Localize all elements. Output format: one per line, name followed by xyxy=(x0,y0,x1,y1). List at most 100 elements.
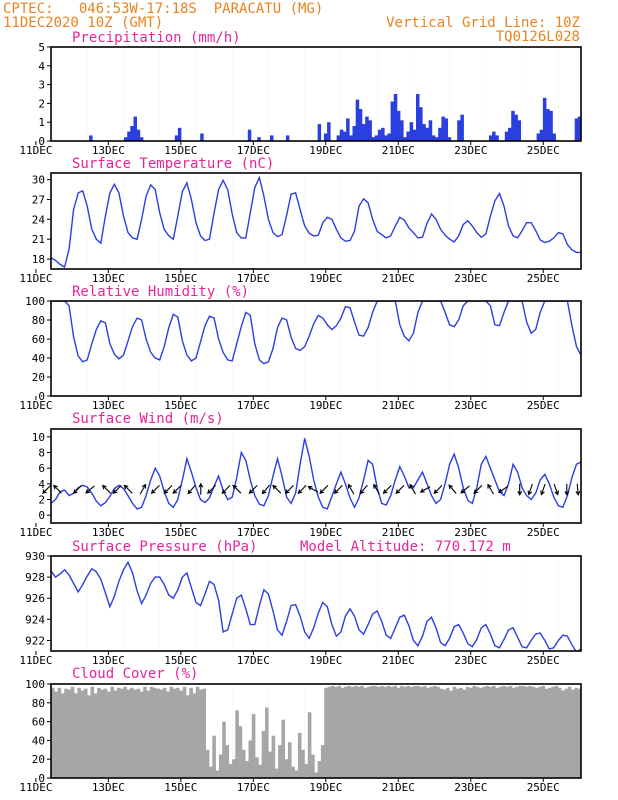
pressure-title: Surface Pressure (hPa) xyxy=(72,539,257,555)
cloud-bar xyxy=(482,686,486,778)
precip-bar xyxy=(327,122,331,141)
precip-bar xyxy=(349,135,353,141)
cloud-bar xyxy=(271,735,276,778)
wind-x-tick-label: 23DEC xyxy=(454,526,487,539)
precip-bar xyxy=(374,135,379,141)
precip-bar xyxy=(343,131,347,141)
precip-y-tick-label: 0 xyxy=(38,135,45,148)
wind-direction-arrow xyxy=(497,485,509,494)
cloud-x-tick-label: 11DEC xyxy=(19,781,52,794)
cloud-bar xyxy=(153,687,157,778)
precip-bar xyxy=(368,120,372,141)
wind-series-line xyxy=(51,438,581,510)
pressure-y-tick-label: 930 xyxy=(25,550,45,563)
precip-bar xyxy=(438,127,442,141)
pressure-x-tick-label: 25DEC xyxy=(527,654,560,667)
temp-series-line xyxy=(51,175,581,269)
cloud-bar xyxy=(83,688,88,778)
temp-y-tick-label: 24 xyxy=(32,213,46,226)
cloud-bar xyxy=(554,685,559,778)
pressure-x-tick-label: 11DEC xyxy=(19,654,52,667)
precipitation-panel: Precipitation (mm/h) 0 1 2 3 4 5 11DEC 13DEC 15D… xyxy=(19,30,582,157)
precip-bar xyxy=(89,135,93,141)
wind-direction-arrow xyxy=(172,485,182,495)
temp-y-tick-label: 27 xyxy=(32,193,45,206)
precip-bar xyxy=(396,110,401,141)
cloud-bar xyxy=(179,690,183,778)
precip-bar xyxy=(200,133,204,141)
wind-direction-arrow xyxy=(187,484,196,495)
cloud-bar xyxy=(284,759,289,778)
wind-y-tick-label: 8 xyxy=(38,447,45,460)
precipitation-title: Precipitation (mm/h) xyxy=(72,30,241,46)
cloud-bar xyxy=(116,687,121,778)
pressure-frame xyxy=(50,555,582,652)
cloud-bar xyxy=(492,685,496,778)
precip-bar xyxy=(124,137,128,141)
wind-direction-arrow xyxy=(232,484,242,494)
wind-direction-arrow xyxy=(72,485,82,495)
cloud-bar xyxy=(251,714,256,778)
precip-bar xyxy=(495,135,499,141)
precip-series-group xyxy=(89,94,581,141)
temp-y-tick-label: 21 xyxy=(32,233,45,246)
precip-bar xyxy=(139,137,144,141)
precip-bar xyxy=(422,124,426,141)
rh-x-tick-label: 17DEC xyxy=(237,399,270,412)
cloud-bar xyxy=(199,689,203,778)
cloud-bar xyxy=(432,685,437,778)
cloud-bar xyxy=(360,685,364,778)
precip-bar xyxy=(377,129,382,141)
cloud-bar xyxy=(548,687,552,778)
precip-bar xyxy=(339,129,344,141)
rh-y-tick-label: 60 xyxy=(32,333,45,346)
cloud-bar xyxy=(475,686,480,778)
precip-y-tick-label: 3 xyxy=(38,79,45,92)
precip-bar xyxy=(492,131,496,141)
cloud-bar xyxy=(274,768,279,778)
cloud-bar xyxy=(245,761,249,778)
pressure-x-tick-label: 13DEC xyxy=(92,654,125,667)
cloud-bar xyxy=(189,687,193,778)
cloud-bar xyxy=(383,686,388,778)
cloud-x-tick-label: 15DEC xyxy=(164,781,197,794)
wind-direction-arrow xyxy=(395,485,405,494)
rh-series-line xyxy=(51,301,581,365)
cloud-y-tick-label: 100 xyxy=(25,678,45,691)
cloud-bar xyxy=(212,735,216,778)
cloud-bar xyxy=(288,742,292,778)
cloud-bar xyxy=(268,751,272,778)
station-header: CPTEC: 046:53W-17:18S PARACATU (MG) xyxy=(3,1,323,17)
cloud-bar xyxy=(459,687,463,778)
precip-x-tick-label: 19DEC xyxy=(309,144,342,157)
cloud-bar xyxy=(311,754,315,778)
temp-x-tick-label: 19DEC xyxy=(309,272,342,285)
cloud-bar xyxy=(373,685,378,778)
wind-direction-arrow xyxy=(123,484,133,494)
wind-direction-arrow xyxy=(85,485,95,494)
temp-x-tick-label: 25DEC xyxy=(527,272,560,285)
wind-direction-arrow xyxy=(540,483,546,496)
precip-bar xyxy=(317,124,322,141)
cloud-bar xyxy=(330,685,335,778)
precip-bar xyxy=(362,124,366,141)
precip-bar xyxy=(174,135,179,141)
pressure-y-tick-label: 924 xyxy=(25,613,45,626)
cloud-bar xyxy=(232,759,236,778)
cloud-bar xyxy=(64,688,68,778)
precip-bar xyxy=(270,135,274,141)
temp-series-group xyxy=(51,175,581,269)
cloud-bar xyxy=(452,686,457,778)
cloud-bar xyxy=(376,686,381,778)
precip-x-tick-label: 23DEC xyxy=(454,144,487,157)
cloud-bar xyxy=(399,685,404,778)
cloud-bar xyxy=(294,770,299,778)
cloud-bar xyxy=(558,687,562,778)
cloud-bar xyxy=(390,686,394,778)
cloud-bar xyxy=(278,745,282,778)
run-datetime: 11DEC2020 10Z (GMT) xyxy=(3,15,163,31)
cloud-series-group xyxy=(51,685,581,778)
precip-x-tick-label: 21DEC xyxy=(382,144,415,157)
cloud-bar xyxy=(472,685,476,778)
cloud-bar xyxy=(521,685,526,778)
